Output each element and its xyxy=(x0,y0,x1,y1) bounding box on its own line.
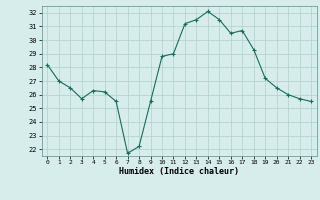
X-axis label: Humidex (Indice chaleur): Humidex (Indice chaleur) xyxy=(119,167,239,176)
